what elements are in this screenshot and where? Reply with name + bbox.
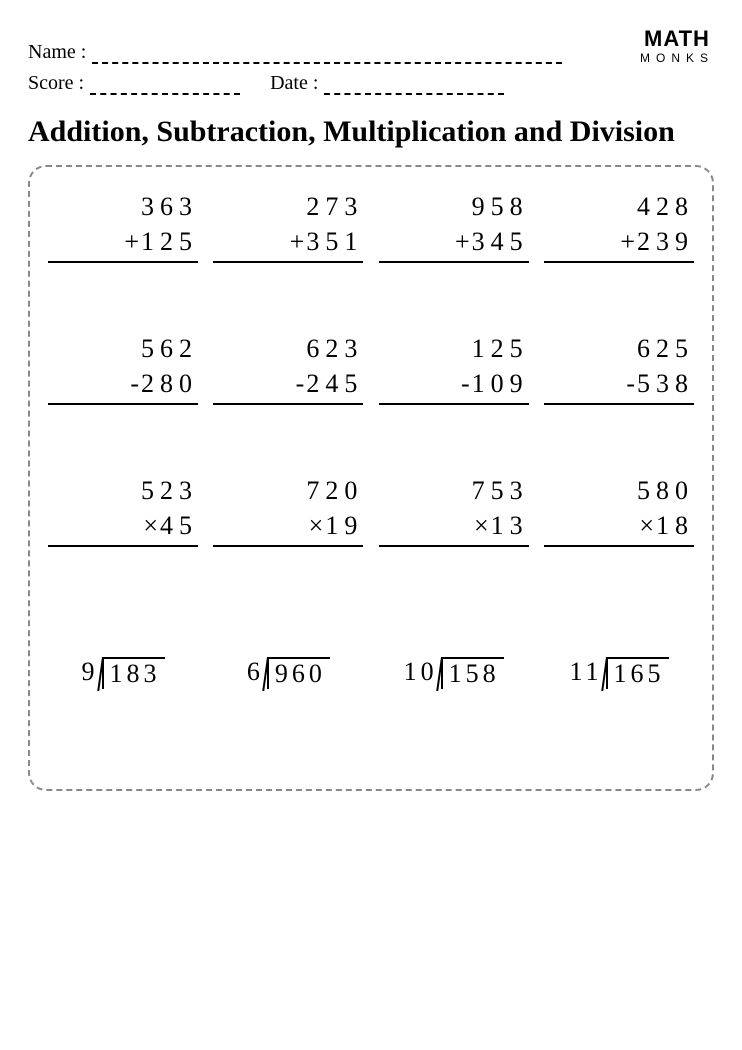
multiplication-problem: 523 ×45 <box>48 473 198 547</box>
operand-top: 753 <box>379 473 529 508</box>
divisor: 10 <box>404 657 441 687</box>
dividend: 183 <box>110 659 161 688</box>
answer-rule <box>379 545 529 547</box>
worksheet-title: Addition, Subtraction, Multiplication an… <box>28 113 714 151</box>
subtraction-problem: 125 -109 <box>379 331 529 405</box>
operand-bottom: 345 <box>472 224 529 259</box>
operand-bottom: 19 <box>325 508 363 543</box>
operator: × <box>309 508 324 543</box>
operand-top: 428 <box>544 189 694 224</box>
answer-rule <box>48 545 198 547</box>
operand-top: 363 <box>48 189 198 224</box>
header-row-2: Score : Date : <box>28 72 714 95</box>
operand-bottom: 13 <box>491 508 529 543</box>
multiplication-row: 523 ×45 720 ×19 753 ×13 580 ×18 <box>48 473 694 547</box>
logo-bottom: MONKS <box>640 52 714 64</box>
operator: - <box>626 366 635 401</box>
answer-rule <box>544 545 694 547</box>
operand-top: 958 <box>379 189 529 224</box>
operator: - <box>130 366 139 401</box>
long-division-bracket: 960 <box>267 657 330 689</box>
logo: MATH MONKS <box>640 28 714 64</box>
subtraction-problem: 623 -245 <box>213 331 363 405</box>
score-label: Score : <box>28 72 84 95</box>
operand-bottom: 351 <box>306 224 363 259</box>
operand-top: 623 <box>213 331 363 366</box>
addition-problem: 428 +239 <box>544 189 694 263</box>
operand-bottom: 109 <box>472 366 529 401</box>
date-field: Date : <box>270 72 504 95</box>
operand-top: 720 <box>213 473 363 508</box>
operand-top: 125 <box>379 331 529 366</box>
multiplication-problem: 580 ×18 <box>544 473 694 547</box>
operand-bottom: 45 <box>160 508 198 543</box>
operator: - <box>461 366 470 401</box>
operand-top: 580 <box>544 473 694 508</box>
operand-bottom: 280 <box>141 366 198 401</box>
answer-rule <box>213 545 363 547</box>
date-label: Date : <box>270 72 318 95</box>
subtraction-problem: 562 -280 <box>48 331 198 405</box>
addition-row: 363 +125 273 +351 958 +345 428 +239 <box>48 189 694 263</box>
worksheet-page: Name : MATH MONKS Score : Date : Additio… <box>0 0 742 811</box>
operand-bottom: 245 <box>306 366 363 401</box>
answer-rule <box>379 261 529 263</box>
answer-rule <box>544 403 694 405</box>
subtraction-row: 562 -280 623 -245 125 -109 625 -538 <box>48 331 694 405</box>
addition-problem: 363 +125 <box>48 189 198 263</box>
operator: × <box>639 508 654 543</box>
operator: + <box>290 224 305 259</box>
logo-top: MATH <box>640 28 714 50</box>
operator: - <box>296 366 305 401</box>
dividend: 165 <box>614 659 665 688</box>
operand-bottom: 18 <box>656 508 694 543</box>
score-field: Score : <box>28 72 240 95</box>
operand-bottom: 538 <box>637 366 694 401</box>
multiplication-problem: 753 ×13 <box>379 473 529 547</box>
operator: × <box>143 508 158 543</box>
operator: + <box>124 224 139 259</box>
operand-bottom: 125 <box>141 224 198 259</box>
long-division-bracket: 165 <box>606 657 669 689</box>
answer-rule <box>213 261 363 263</box>
long-division-bracket: 183 <box>102 657 165 689</box>
operand-top: 562 <box>48 331 198 366</box>
name-field: Name : <box>28 41 562 64</box>
division-problem: 11 165 <box>544 657 694 689</box>
name-label: Name : <box>28 41 86 64</box>
name-blank[interactable] <box>92 46 562 64</box>
date-blank[interactable] <box>324 77 504 95</box>
operand-top: 273 <box>213 189 363 224</box>
operand-top: 523 <box>48 473 198 508</box>
dividend: 960 <box>275 659 326 688</box>
operator: + <box>620 224 635 259</box>
division-problem: 9 183 <box>48 657 198 689</box>
answer-rule <box>213 403 363 405</box>
addition-problem: 273 +351 <box>213 189 363 263</box>
division-problem: 6 960 <box>213 657 363 689</box>
divisor: 11 <box>569 657 605 687</box>
subtraction-problem: 625 -538 <box>544 331 694 405</box>
answer-rule <box>544 261 694 263</box>
division-row: 9 183 6 960 10 158 11 165 <box>48 657 694 689</box>
score-blank[interactable] <box>90 77 240 95</box>
operand-top: 625 <box>544 331 694 366</box>
answer-rule <box>48 261 198 263</box>
operator: + <box>455 224 470 259</box>
operator: × <box>474 508 489 543</box>
answer-rule <box>379 403 529 405</box>
answer-rule <box>48 403 198 405</box>
dividend: 158 <box>449 659 500 688</box>
header-row-1: Name : MATH MONKS <box>28 28 714 64</box>
division-problem: 10 158 <box>379 657 529 689</box>
operand-bottom: 239 <box>637 224 694 259</box>
long-division-bracket: 158 <box>441 657 504 689</box>
multiplication-problem: 720 ×19 <box>213 473 363 547</box>
addition-problem: 958 +345 <box>379 189 529 263</box>
problem-box: 363 +125 273 +351 958 +345 428 +239 <box>28 165 714 792</box>
